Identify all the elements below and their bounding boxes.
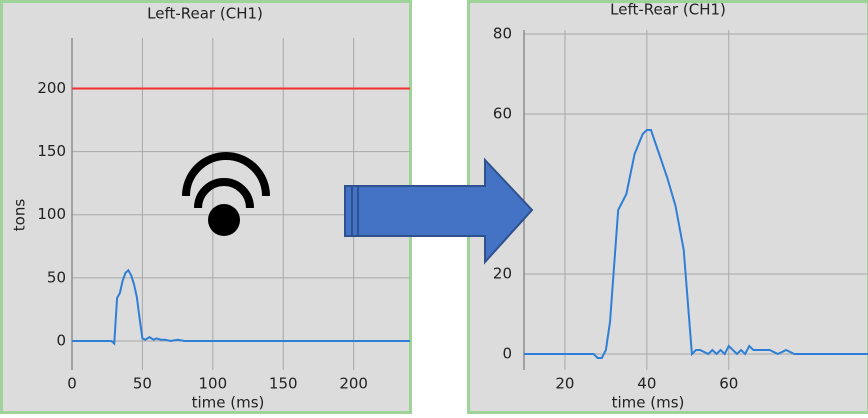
x-tick-label: 60 (719, 375, 738, 393)
y-tick-label: 60 (493, 105, 512, 123)
y-tick-label: 50 (47, 268, 66, 286)
y-axis-label: tons (11, 199, 29, 232)
chart-title: Left-Rear (CH1) (610, 1, 726, 19)
x-tick-label: 50 (133, 375, 152, 393)
x-tick-label: 150 (269, 375, 298, 393)
x-tick-label: 200 (339, 375, 368, 393)
y-tick-label: 200 (37, 79, 66, 97)
x-axis-label: time (ms) (192, 394, 265, 412)
chart-title: Left-Rear (CH1) (147, 5, 263, 23)
x-tick-label: 40 (637, 375, 656, 393)
x-tick-label: 0 (67, 375, 77, 393)
y-tick-label: 0 (502, 345, 512, 363)
y-tick-label: 100 (37, 205, 66, 223)
y-tick-label: 20 (493, 265, 512, 283)
y-tick-label: 0 (56, 331, 66, 349)
x-tick-label: 20 (555, 375, 574, 393)
y-tick-label: 150 (37, 142, 66, 160)
x-axis-label: time (ms) (612, 394, 685, 412)
x-tick-label: 25 (415, 375, 434, 393)
x-tick-label: 100 (199, 375, 228, 393)
y-tick-label: 80 (493, 25, 512, 43)
